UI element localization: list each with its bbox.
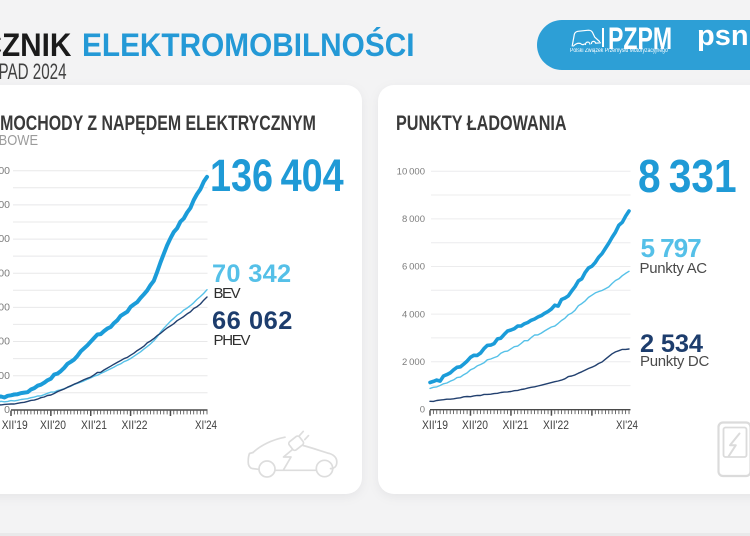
svg-text:100 000: 100 000 bbox=[0, 233, 10, 245]
svg-text:80 000: 80 000 bbox=[0, 267, 10, 279]
svg-text:0: 0 bbox=[420, 405, 425, 416]
svg-text:XII'19: XII'19 bbox=[422, 420, 448, 432]
svg-text:20 000: 20 000 bbox=[0, 370, 10, 382]
svg-text:10 000: 10 000 bbox=[397, 166, 425, 177]
svg-text:8 000: 8 000 bbox=[402, 214, 425, 225]
svg-text:XI'24: XI'24 bbox=[195, 420, 218, 432]
svg-text:XII'20: XII'20 bbox=[462, 420, 488, 432]
svg-text:XII'21: XII'21 bbox=[503, 420, 529, 432]
svg-text:XII'20: XII'20 bbox=[40, 420, 66, 432]
svg-text:XII'22: XII'22 bbox=[543, 420, 569, 432]
svg-text:120 000: 120 000 bbox=[0, 199, 10, 211]
svg-text:XII'21: XII'21 bbox=[81, 420, 107, 432]
svg-text:0: 0 bbox=[4, 404, 10, 416]
svg-text:4 000: 4 000 bbox=[402, 309, 425, 320]
svg-text:2 000: 2 000 bbox=[402, 357, 425, 368]
svg-text:XI'24: XI'24 bbox=[616, 420, 639, 432]
svg-text:60 000: 60 000 bbox=[0, 302, 10, 314]
svg-text:6 000: 6 000 bbox=[402, 262, 425, 273]
svg-text:XII'22: XII'22 bbox=[122, 420, 148, 432]
svg-text:XII'19: XII'19 bbox=[2, 420, 28, 432]
svg-text:40 000: 40 000 bbox=[0, 336, 10, 348]
svg-text:140 000: 140 000 bbox=[0, 165, 10, 177]
